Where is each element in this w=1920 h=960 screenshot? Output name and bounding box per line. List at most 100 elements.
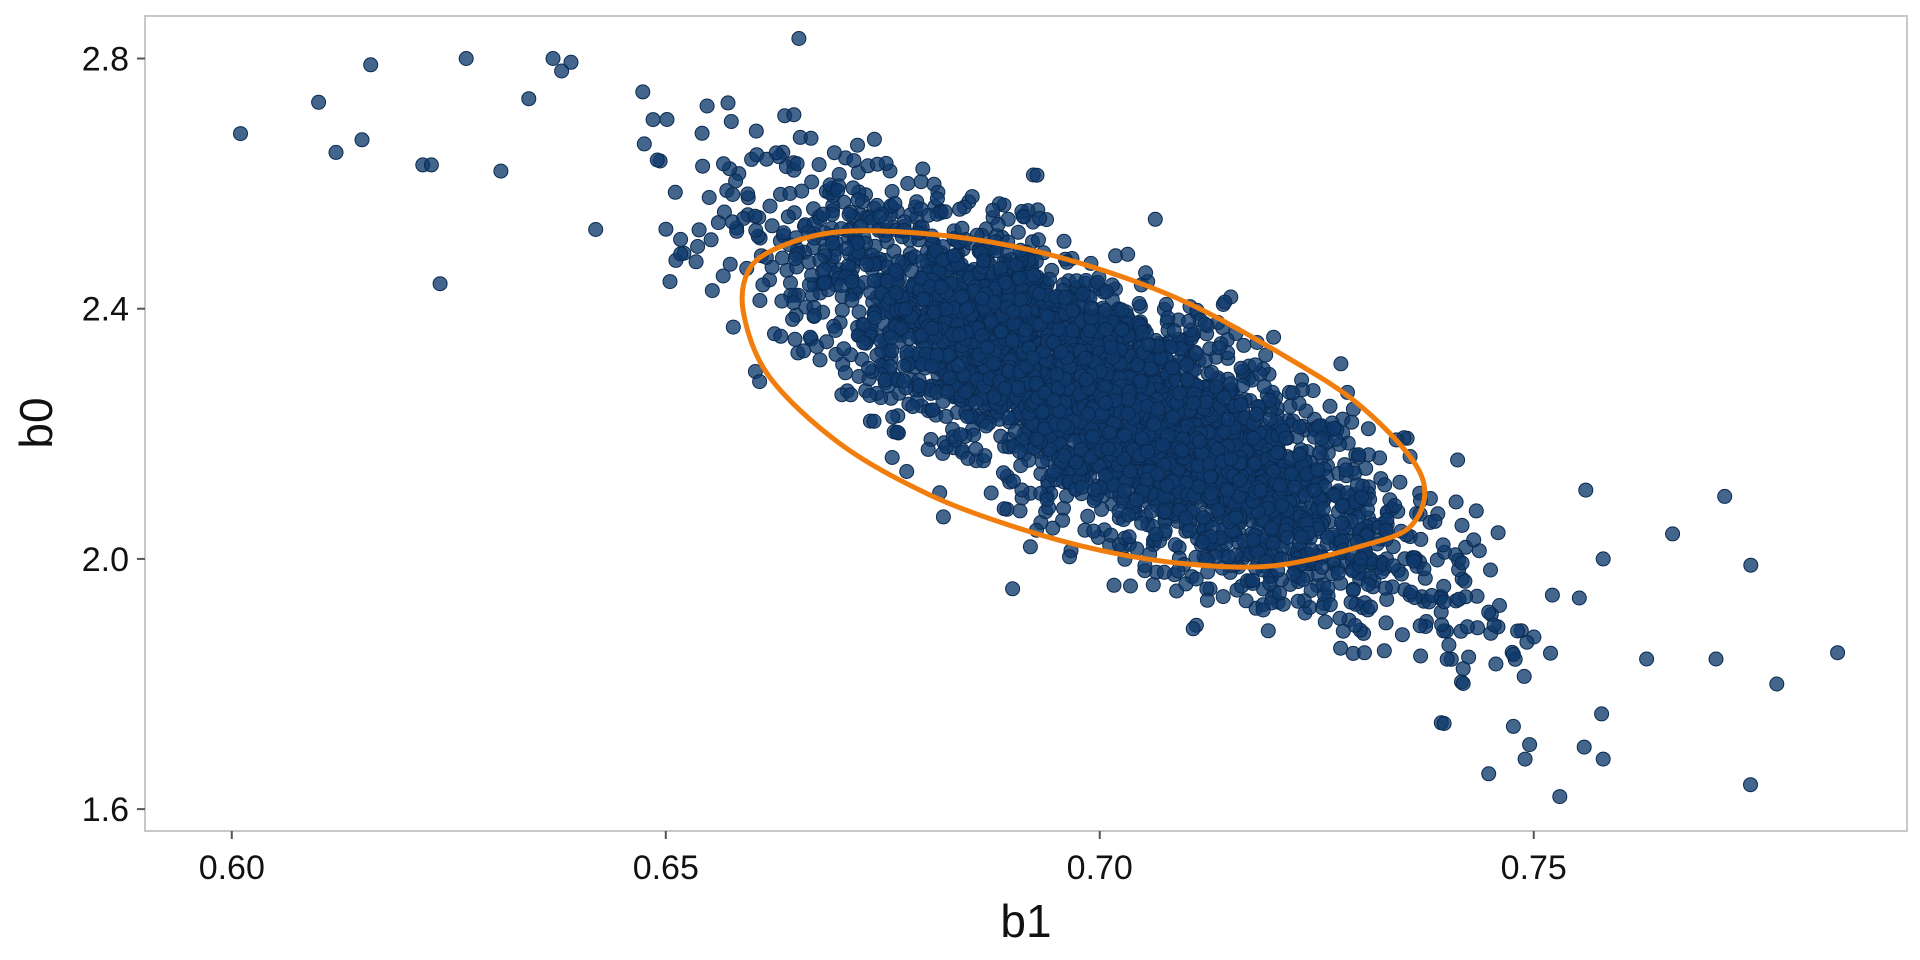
scatter-point <box>747 208 763 224</box>
scatter-point <box>1304 542 1320 558</box>
scatter-point <box>1274 498 1290 514</box>
scatter-point <box>1148 526 1164 542</box>
scatter-point <box>1376 643 1392 659</box>
scatter-point <box>1208 379 1224 395</box>
scatter-point <box>1639 651 1655 667</box>
scatter-point <box>915 291 931 307</box>
scatter-point <box>1238 593 1254 609</box>
scatter-point <box>1211 340 1227 356</box>
scatter-point <box>432 276 448 292</box>
scatter-point <box>554 63 570 79</box>
scatter-point <box>806 308 822 324</box>
scatter-point <box>830 183 846 198</box>
scatter-point <box>1350 477 1365 493</box>
scatter-point <box>1232 472 1248 488</box>
scatter-point <box>951 327 967 343</box>
scatter-point <box>673 231 689 247</box>
scatter-point <box>1258 347 1274 363</box>
scatter-point <box>946 248 962 264</box>
scatter-point <box>1101 425 1117 441</box>
scatter-point <box>1143 504 1159 520</box>
scatter-point <box>1283 466 1299 482</box>
scatter-point <box>1253 483 1269 498</box>
y-tick-label: 2.4 <box>82 291 129 329</box>
scatter-point <box>996 465 1011 481</box>
scatter-point <box>1034 454 1050 470</box>
scatter-point <box>884 343 900 359</box>
x-axis-ticks: 0.60 0.65 0.70 0.75 <box>199 831 1567 887</box>
plot-frame <box>144 15 1908 832</box>
scatter-point <box>1314 559 1330 575</box>
scatter-point <box>866 413 882 429</box>
scatter-point <box>1245 532 1261 548</box>
x-tick-label: 0.70 <box>1067 849 1133 887</box>
scatter-point <box>1330 565 1346 581</box>
scatter-point <box>1334 515 1349 531</box>
scatter-point <box>899 464 915 479</box>
scatter-point <box>1743 777 1758 793</box>
scatter-point <box>896 373 912 389</box>
scatter-point <box>935 509 951 525</box>
scatter-point <box>974 328 990 344</box>
scatter-point <box>850 192 866 208</box>
scatter-point <box>1455 661 1471 677</box>
scatter-point <box>1121 529 1137 545</box>
scatter-point <box>1344 414 1360 430</box>
scatter-point <box>1413 531 1429 547</box>
scatter-point <box>964 189 980 205</box>
scatter-point <box>1053 344 1069 360</box>
scatter-point <box>1199 592 1215 608</box>
scatter-point <box>1285 385 1301 401</box>
scatter-point <box>493 163 509 179</box>
scatter-point <box>954 289 970 305</box>
scatter-point <box>1830 645 1846 661</box>
scatter-point <box>752 293 768 308</box>
scatter-point <box>978 418 994 434</box>
scatter-point <box>1441 637 1457 653</box>
scatter-point <box>789 156 805 172</box>
scatter-point <box>1466 532 1482 548</box>
scatter-point <box>1120 507 1136 523</box>
scatter-point <box>1347 617 1363 633</box>
scatter-point <box>1450 452 1466 468</box>
scatter-point <box>851 304 867 320</box>
scatter-point <box>1185 621 1201 637</box>
scatter-point <box>1174 442 1190 458</box>
scatter-point <box>1326 420 1342 436</box>
scatter-point <box>1314 431 1330 446</box>
scatter-point <box>844 274 860 290</box>
scatter-point <box>926 304 942 320</box>
scatter-point <box>804 267 820 283</box>
scatter-point <box>1343 594 1359 610</box>
scatter-point <box>996 501 1012 517</box>
scatter-point <box>1138 265 1154 281</box>
scatter-point <box>354 132 370 148</box>
scatter-point <box>1013 458 1029 474</box>
scatter-point <box>649 152 665 168</box>
scatter-point <box>1022 539 1038 555</box>
scatter-point <box>1291 447 1307 463</box>
scatter-point <box>1116 483 1132 499</box>
scatter-point <box>787 251 803 267</box>
scatter-point <box>884 450 900 465</box>
scatter-point <box>1014 482 1030 498</box>
scatter-point <box>1454 555 1470 571</box>
scatter-point <box>1260 623 1276 639</box>
scatter-point <box>1217 294 1233 310</box>
scatter-point <box>968 441 984 457</box>
scatter-point <box>1141 337 1156 353</box>
scatter-point <box>920 207 936 223</box>
scatter-point <box>1708 651 1724 667</box>
scatter-point <box>929 191 945 207</box>
scatter-point <box>1236 337 1252 353</box>
scatter-point <box>1266 329 1282 345</box>
scatter-point <box>896 358 912 374</box>
scatter-point <box>867 310 882 326</box>
scatter-point <box>1114 322 1130 338</box>
scatter-point <box>1262 411 1278 427</box>
scatter-point <box>1133 373 1149 389</box>
scatter-point <box>827 323 843 338</box>
scatter-point <box>1665 526 1681 542</box>
scatter-point <box>889 285 904 301</box>
scatter-point <box>893 321 909 337</box>
